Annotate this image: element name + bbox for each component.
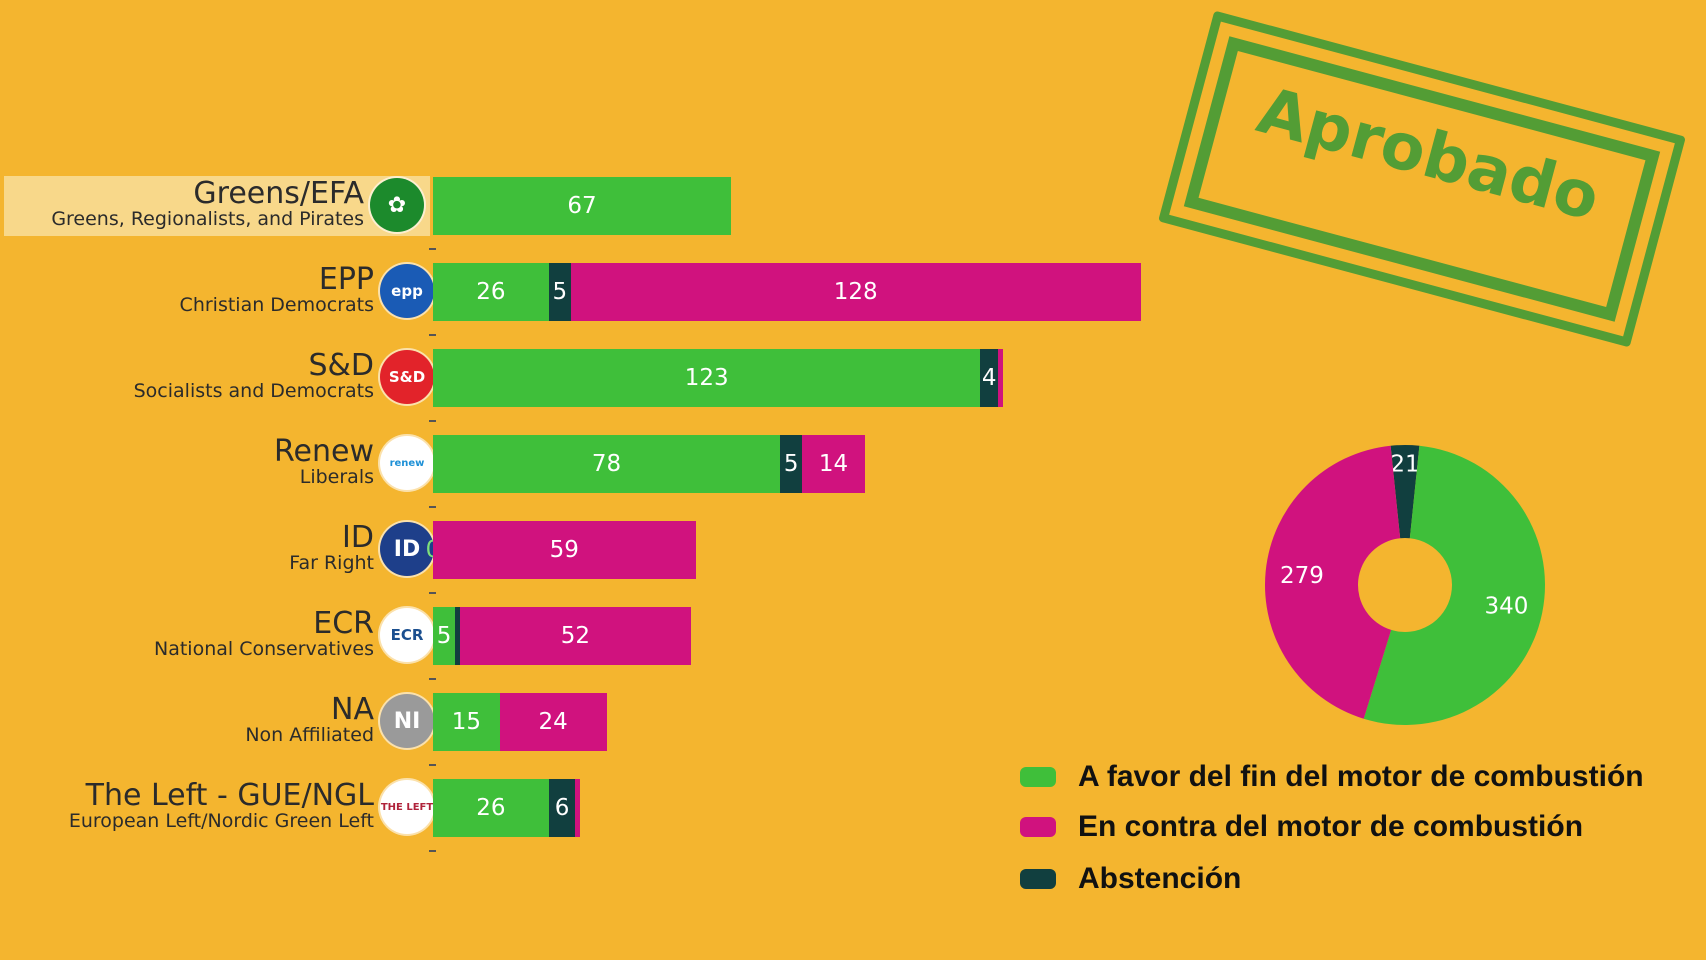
legend-label: Abstención — [1078, 862, 1242, 895]
bar-label: 14 — [818, 451, 849, 477]
axis-tick — [429, 592, 436, 594]
bar-label: 4 — [981, 365, 997, 391]
party-row: ID Far Right ID — [0, 520, 440, 580]
bar-label: 59 — [549, 537, 579, 563]
bar-segment: 6 — [548, 779, 576, 837]
id-logo-icon: ID — [380, 522, 434, 576]
bar-label: 24 — [538, 709, 568, 735]
bar-label: 6 — [554, 795, 570, 821]
bar-segment: 67 — [433, 177, 732, 235]
axis-tick — [429, 678, 436, 680]
legend-label: A favor del fin del motor de combustión — [1078, 760, 1644, 793]
bar-label: 78 — [591, 451, 622, 477]
donut-label: 279 — [1280, 563, 1324, 589]
party-subtitle: National Conservatives — [154, 638, 374, 660]
legend-swatch — [1020, 817, 1056, 837]
party-row: The Left - GUE/NGL European Left/Nordic G… — [0, 778, 440, 838]
axis-tick — [429, 506, 436, 508]
party-name: Renew — [274, 434, 374, 469]
bar-segment: 24 — [499, 693, 607, 751]
legend-item: A favor del fin del motor de combustión — [1020, 760, 1644, 793]
party-row: Greens/EFA Greens, Regionalists, and Pira… — [4, 176, 430, 236]
legend-swatch — [1020, 869, 1056, 889]
party-name: ID — [342, 520, 374, 555]
donut-label: 21 — [1390, 452, 1419, 478]
greens-efa-logo-icon: ✿ — [370, 178, 424, 232]
legend-item: Abstención — [1020, 862, 1242, 895]
na-logo-icon: NI — [380, 694, 434, 748]
bar-label: 52 — [560, 623, 591, 649]
party-subtitle: European Left/Nordic Green Left — [68, 810, 374, 832]
party-row: EPP Christian Democrats epp — [0, 262, 440, 322]
bar-segment: 128 — [570, 263, 1141, 321]
axis-tick — [429, 850, 436, 852]
bar-label: 5 — [436, 623, 452, 649]
bar-segment: 5 — [780, 435, 803, 493]
bar-segment — [998, 349, 1003, 407]
bar-segment: 26 — [433, 263, 549, 321]
donut-label: 340 — [1484, 594, 1528, 620]
donut-chart: 21 340 279 — [1265, 445, 1545, 725]
party-name: The Left - GUE/NGL — [85, 778, 374, 813]
bar-segment: 59 — [433, 521, 696, 579]
party-row: S&D Socialists and Democrats S&D — [0, 348, 440, 408]
axis-tick — [429, 420, 436, 422]
approved-stamp: Aprobado — [1158, 10, 1686, 348]
party-subtitle: Non Affiliated — [245, 724, 374, 746]
bar-segment: 4 — [980, 349, 999, 407]
bar-label: 26 — [476, 795, 506, 821]
sd-logo-icon: S&D — [380, 350, 434, 404]
party-subtitle: Far Right — [289, 552, 374, 574]
axis-tick — [429, 248, 436, 250]
axis-tick — [429, 334, 436, 336]
bar-segment: 78 — [433, 435, 781, 493]
bar-segment: 15 — [433, 693, 500, 751]
party-subtitle: Christian Democrats — [179, 294, 374, 316]
bar-segment: 5 — [548, 263, 571, 321]
party-row: Renew Liberals renew — [0, 434, 440, 494]
donut-slice — [1363, 445, 1545, 725]
party-subtitle: Liberals — [299, 466, 374, 488]
bar-segment: 5 — [433, 607, 456, 665]
renew-europe-logo-icon: renew — [380, 436, 434, 490]
bar-segment — [455, 607, 460, 665]
bar-label: 123 — [684, 365, 729, 391]
donut-slice — [1390, 445, 1420, 539]
party-name: NA — [331, 692, 374, 727]
legend-label: En contra del motor de combustión — [1078, 810, 1584, 843]
party-subtitle: Greens, Regionalists, and Pirates — [51, 208, 364, 230]
party-row: ECR National Conservatives ECR — [0, 606, 440, 666]
bar-segment — [575, 779, 580, 837]
bar-label: 26 — [476, 279, 506, 305]
party-name: Greens/EFA — [193, 176, 364, 211]
axis-tick — [429, 764, 436, 766]
bar-label: 67 — [567, 193, 597, 219]
bar-segment: 123 — [433, 349, 981, 407]
donut-slice — [1265, 445, 1401, 719]
party-subtitle: Socialists and Democrats — [133, 380, 374, 402]
bar-label: 128 — [833, 279, 878, 305]
the-left-logo-icon: THE LEFT — [380, 780, 434, 834]
epp-logo-icon: epp — [380, 264, 434, 318]
party-name: EPP — [318, 262, 374, 297]
bar-segment: 14 — [802, 435, 865, 493]
ecr-logo-icon: ECR — [380, 608, 434, 662]
party-name: ECR — [313, 606, 374, 641]
party-row: NA Non Affiliated NI — [0, 692, 440, 752]
legend-item: En contra del motor de combustión — [1020, 810, 1584, 843]
bar-label: 5 — [783, 451, 799, 477]
bar-segment: 52 — [459, 607, 692, 665]
bar-label: 15 — [451, 709, 482, 735]
bar-segment: 26 — [433, 779, 549, 837]
bar-label: 5 — [552, 279, 568, 305]
party-name: S&D — [308, 348, 374, 383]
legend-swatch — [1020, 767, 1056, 787]
